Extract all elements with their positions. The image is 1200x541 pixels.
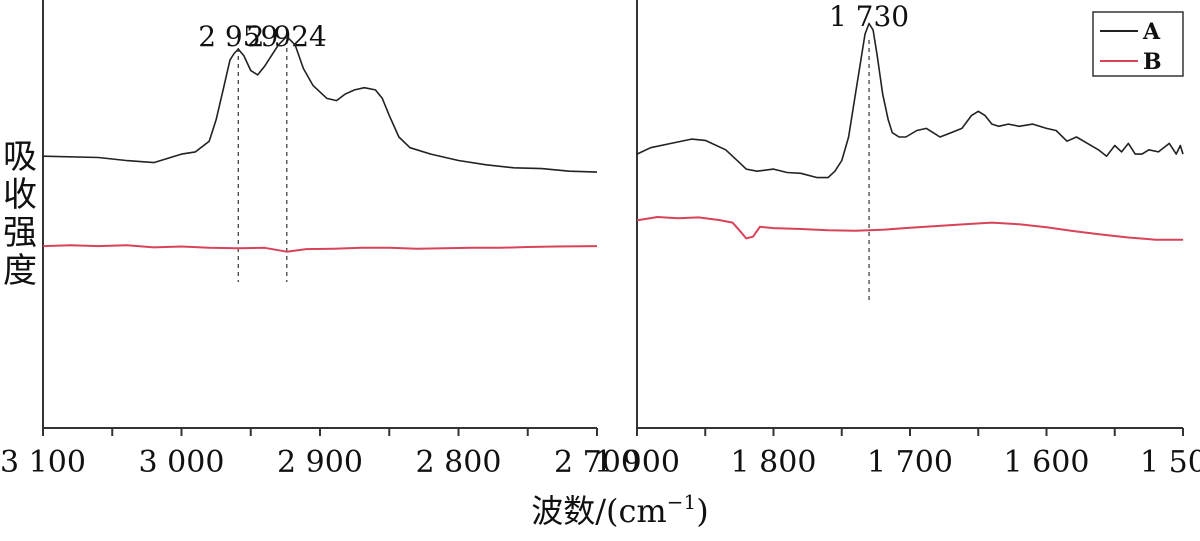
x-axis-label: 波数/(cm−1) — [531, 490, 709, 530]
x-tick-label-panel2-1600: 1 600 — [1004, 445, 1090, 480]
x-tick-label-panel2-1500: 1 500 — [1140, 445, 1200, 480]
x-axis-label-close: ) — [696, 492, 708, 530]
x-tick-label-panel1-3100: 3 100 — [0, 445, 86, 480]
legend-label-b: B — [1143, 49, 1162, 75]
series-a-line-panel1 — [42, 35, 598, 173]
x-tick-label-panel1-2700: 2 700 — [554, 445, 640, 480]
x-tick-label-panel2-1900: 1 900 — [594, 445, 680, 480]
peak-label-2959: 2 959 — [198, 20, 278, 53]
x-tick-label-panel2-1700: 1 700 — [867, 445, 953, 480]
peak-label-1730: 1 730 — [829, 0, 909, 33]
series-layer — [42, 22, 1184, 253]
series-b-line-panel2 — [636, 216, 1183, 241]
x-axis-label-main: 波数/(cm — [531, 492, 667, 530]
x-tick-label-panel1-2900: 2 900 — [277, 445, 363, 480]
x-tick-label-panel1-2800: 2 800 — [416, 445, 502, 480]
y-axis-label: 吸收强度 — [3, 137, 37, 291]
legend: A B — [1092, 11, 1184, 77]
axes-layer — [42, 0, 1183, 429]
x-axis-label-superscript: −1 — [667, 490, 696, 514]
x-tick-label-panel2-1800: 1 800 — [731, 445, 817, 480]
x-tick-label-panel1-3000: 3 000 — [139, 445, 225, 480]
legend-label-a: A — [1142, 19, 1161, 45]
legend-box — [1092, 11, 1184, 77]
series-b-line-panel1 — [42, 244, 598, 253]
series-a-line-panel2 — [636, 22, 1184, 179]
